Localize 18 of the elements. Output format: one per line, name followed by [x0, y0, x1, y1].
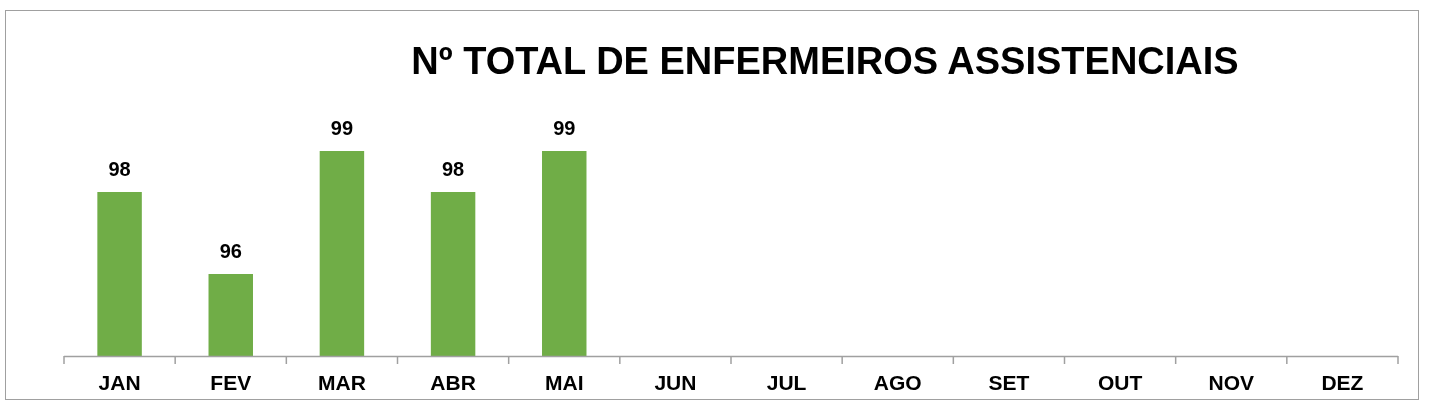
x-tick-label: JUN [654, 371, 697, 394]
x-tick-label: OUT [1097, 371, 1143, 394]
x-tick-label: JAN [98, 371, 141, 394]
data-label: 98 [108, 158, 131, 180]
chart-title: Nº TOTAL DE ENFERMEIROS ASSISTENCIAIS [411, 40, 1239, 82]
x-tick-label: NOV [1208, 371, 1255, 394]
x-tick-label: JUL [766, 371, 807, 394]
x-tick-label: MAI [545, 371, 584, 394]
x-tick-label: SET [988, 371, 1030, 394]
data-label: 98 [441, 158, 465, 180]
x-tick-label: FEV [210, 371, 252, 394]
data-label: 96 [219, 240, 242, 262]
x-tick-label: MAR [318, 371, 366, 394]
x-tick-label: ABR [430, 371, 476, 394]
x-tick-label: AGO [873, 371, 922, 394]
x-tick-label: DEZ [1321, 371, 1364, 394]
data-label: 99 [553, 117, 576, 139]
data-label: 99 [330, 117, 354, 139]
